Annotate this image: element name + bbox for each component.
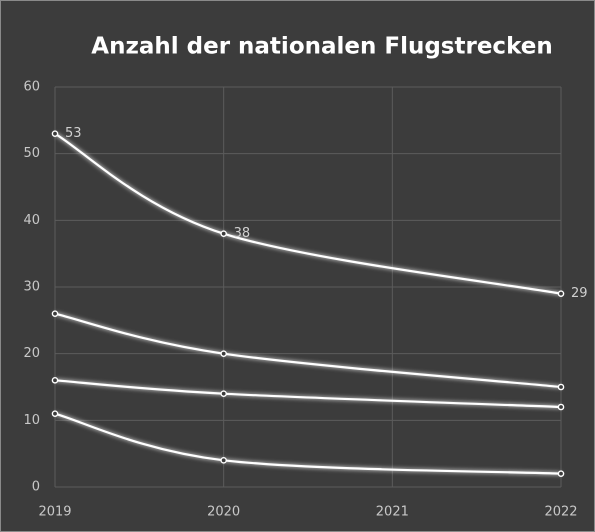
data-label: 29: [571, 286, 588, 301]
data-point: [220, 390, 227, 397]
data-point: [557, 290, 565, 297]
x-tick-label: 2019: [38, 505, 71, 520]
y-tick-label: 0: [32, 480, 40, 495]
series-line: [54, 379, 562, 409]
y-tick-label: 40: [23, 213, 40, 228]
y-tick-label: 20: [23, 346, 40, 361]
data-point: [220, 230, 227, 237]
series-line: [54, 132, 562, 295]
data-point: [220, 350, 227, 357]
data-point: [220, 457, 227, 464]
data-point: [51, 410, 59, 417]
data-point: [557, 470, 565, 477]
y-tick-label: 10: [23, 413, 40, 428]
y-tick-label: 50: [23, 146, 40, 161]
data-point: [51, 130, 59, 137]
data-point: [51, 310, 59, 317]
y-tick-label: 30: [23, 280, 40, 295]
y-tick-label: 60: [23, 80, 40, 95]
x-tick-label: 2020: [207, 505, 240, 520]
data-point: [557, 403, 565, 411]
data-label: 53: [65, 126, 82, 141]
data-point: [557, 383, 565, 391]
series-line: [54, 412, 562, 475]
x-tick-label: 2022: [544, 505, 577, 520]
data-point: [51, 377, 59, 384]
chart-title: Anzahl der nationalen Flugstrecken: [91, 34, 552, 60]
x-tick-label: 2021: [376, 505, 409, 520]
data-label: 38: [234, 226, 251, 241]
series-line: [54, 312, 562, 389]
